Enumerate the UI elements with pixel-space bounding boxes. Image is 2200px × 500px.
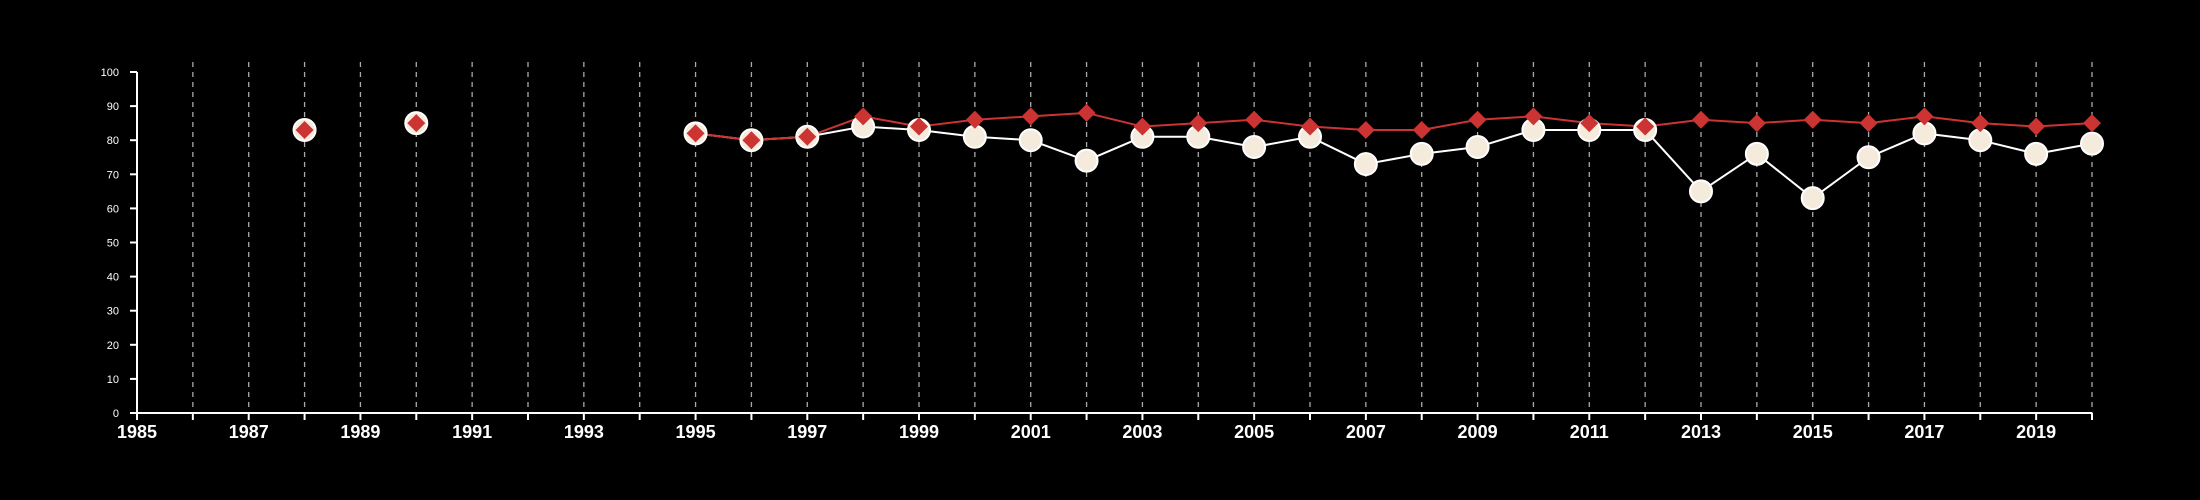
x-tick-label: 1995	[676, 422, 716, 442]
series-1-point	[2080, 131, 2104, 156]
series-2-line-segment	[1198, 118, 1255, 125]
series-2-point	[742, 131, 761, 150]
series-1-point	[1353, 152, 1378, 177]
series-2-point	[1301, 117, 1319, 136]
series-2-point	[1021, 107, 1040, 126]
series-2-point	[1077, 103, 1096, 122]
series-2-line-segment	[974, 115, 1031, 121]
series-1-point	[1074, 148, 1099, 173]
series-2-point	[1636, 117, 1655, 136]
series-2-line-segment	[1030, 111, 1087, 118]
series-2-line-segment	[1868, 115, 1925, 125]
x-tick-label: 2015	[1793, 422, 1833, 442]
y-tick-label: 40	[107, 272, 119, 284]
x-tick-label: 1989	[340, 422, 380, 442]
axes: 1985 1987 1989 1991 1993 1995 1997 1999 2001 2003…	[101, 67, 2093, 442]
series-2-point	[1915, 107, 1934, 126]
x-tick-label: 2019	[2016, 422, 2056, 442]
series-2-point	[1468, 110, 1487, 129]
x-tick-label: 1997	[787, 422, 827, 442]
series-2-point	[1524, 107, 1543, 126]
y-tick-label: 70	[107, 169, 119, 181]
y-tick-label: 0	[113, 408, 119, 420]
y-tick-label: 90	[107, 101, 119, 113]
series-2-point	[798, 127, 817, 146]
x-tick-label: 1991	[452, 422, 492, 442]
series-1-point	[1465, 135, 1490, 160]
x-tick-label: 2013	[1681, 422, 1721, 442]
series-1-line-segment	[1644, 129, 1702, 193]
series-2-point	[2083, 114, 2101, 133]
y-tick-label: 20	[107, 340, 119, 352]
series-2-point	[910, 117, 928, 136]
series-2-point	[1859, 114, 1878, 133]
series-2-point	[1803, 110, 1822, 129]
series-2-line-segment	[2036, 122, 2093, 128]
series-2-line-segment	[1254, 118, 1311, 128]
y-tick-label: 30	[107, 306, 119, 318]
series-1-point	[1409, 141, 1434, 166]
x-tick-label: 2003	[1122, 422, 1162, 442]
series-2-line-segment	[1700, 118, 1757, 125]
series-2-point	[1692, 110, 1710, 129]
x-tick-label: 1985	[117, 422, 157, 442]
series-1-point	[1689, 179, 1713, 204]
series-2-point	[1971, 114, 1990, 133]
series-1-point	[1912, 121, 1937, 146]
series-2-point	[2027, 117, 2046, 136]
series-2-point	[295, 120, 314, 139]
series-1-point	[962, 124, 987, 149]
series-2-line-segment	[1309, 125, 1366, 131]
series-2-point	[854, 107, 873, 126]
x-tick-label: 2001	[1011, 422, 1051, 442]
series-1-point	[1800, 186, 1825, 211]
x-tick-label: 1993	[564, 422, 604, 442]
series-2-point	[1412, 120, 1431, 139]
series-1-point	[2024, 141, 2049, 166]
x-tick-label: 2005	[1234, 422, 1274, 442]
series-2-point	[1747, 114, 1766, 133]
series-1-point	[1968, 128, 1993, 153]
series-2-point	[686, 124, 705, 143]
series-2-line-segment	[1086, 111, 1143, 128]
series-2-line-segment	[1142, 122, 1199, 128]
x-tick-label: 1987	[229, 422, 269, 442]
series-2-line-segment	[1980, 122, 2037, 128]
series-layer	[292, 103, 2104, 211]
series-2-point	[1245, 110, 1264, 129]
series-2-line-segment	[1924, 115, 1981, 125]
series-1-point	[1018, 128, 1043, 153]
series-2-line-segment	[1812, 118, 1869, 125]
x-tick-label: 2017	[1904, 422, 1944, 442]
y-tick-label: 100	[101, 67, 119, 79]
y-tick-label: 50	[107, 238, 119, 250]
x-tick-label: 1999	[899, 422, 939, 442]
x-tick-label: 2009	[1458, 422, 1498, 442]
x-tick-label: 2007	[1346, 422, 1386, 442]
series-2-point	[407, 114, 426, 133]
series-2-point	[1189, 114, 1208, 133]
series-2-line-segment	[1756, 118, 1813, 125]
series-1-point	[1856, 145, 1881, 170]
series-2-point	[1356, 120, 1375, 139]
series-2-line-segment	[1421, 118, 1478, 131]
y-tick-label: 80	[107, 135, 119, 147]
series-2-point	[1580, 114, 1599, 133]
y-tick-label: 10	[107, 374, 119, 386]
grid-lines	[192, 62, 2093, 413]
series-2-point	[1133, 117, 1152, 136]
series-2-line-segment	[1533, 115, 1590, 125]
series-1-point	[1744, 141, 1769, 166]
series-1-point	[1242, 135, 1267, 160]
y-tick-label: 60	[107, 203, 119, 215]
series-2-line-segment	[1477, 115, 1534, 121]
series-2-point	[965, 110, 984, 129]
x-tick-label: 2011	[1570, 422, 1609, 442]
